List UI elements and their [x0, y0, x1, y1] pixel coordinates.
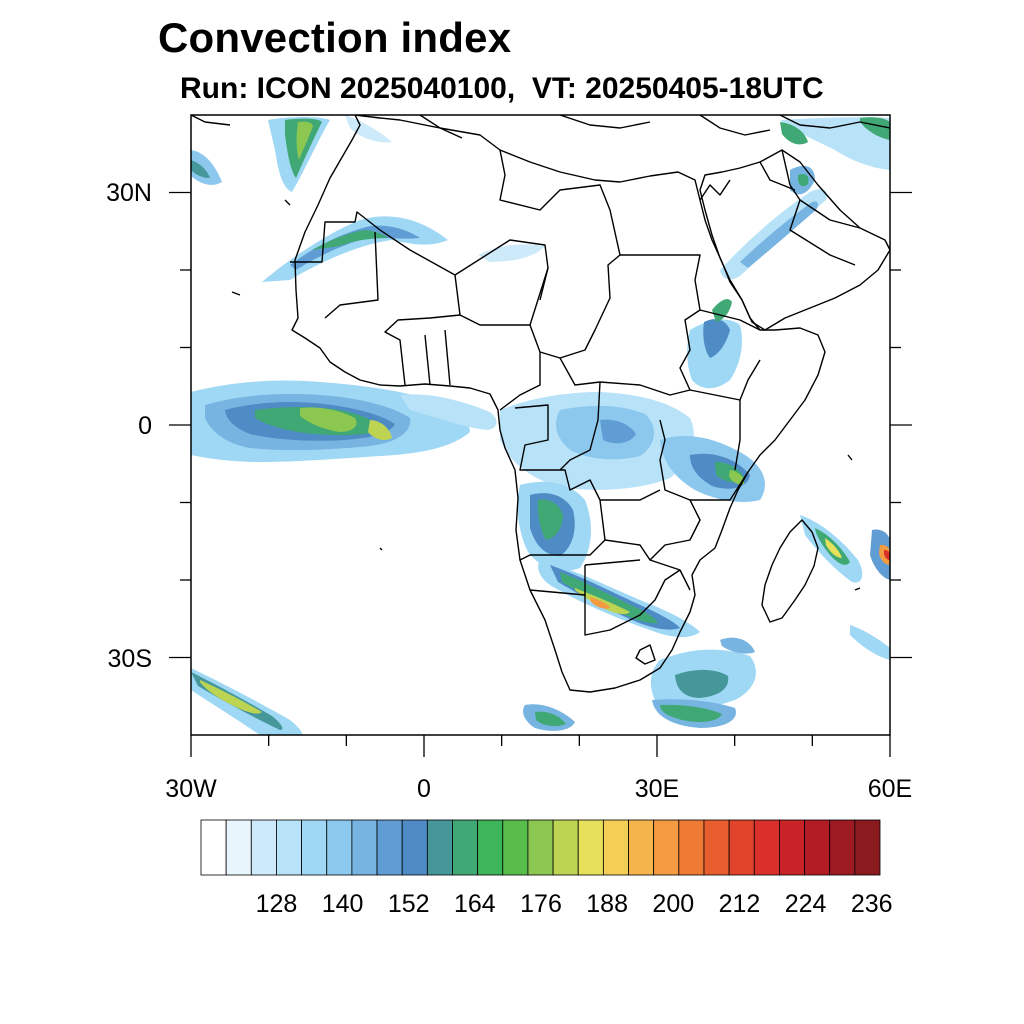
field-blob	[191, 150, 222, 185]
x-tick-label: 30W	[165, 775, 217, 803]
field-blob	[345, 115, 392, 143]
colorbar-box	[804, 819, 831, 876]
colorbar-box	[678, 819, 705, 876]
colorbar-label: 224	[785, 890, 827, 918]
y-tick-label: 30S	[108, 645, 152, 673]
country-border	[499, 149, 621, 359]
axis-ticks	[169, 191, 912, 757]
colorbar-label: 140	[322, 890, 364, 918]
country-border	[514, 404, 606, 561]
country-border	[559, 357, 691, 471]
colorbar-box	[326, 819, 353, 876]
colorbar-label: 188	[586, 890, 628, 918]
colorbar-box	[628, 819, 655, 876]
colorbar-labels: 128 140 152 164 176 188 200 212 224 236	[256, 890, 893, 918]
colorbar-box	[225, 819, 252, 876]
chart-subtitle: Run: ICON 2025040100, VT: 20250405-18UTC	[180, 72, 824, 105]
field-blob	[780, 117, 890, 170]
field-blob	[300, 407, 357, 432]
chart-title: Convection index	[158, 14, 512, 61]
field-blob	[200, 680, 262, 714]
colorbar-box	[829, 819, 856, 876]
x-tick-label: 30E	[635, 775, 679, 803]
field-blob	[478, 244, 545, 262]
country-border	[604, 419, 749, 561]
colorbar-box	[401, 819, 428, 876]
africa-coastline	[291, 115, 826, 693]
colorbar-box	[703, 819, 730, 876]
x-tick-label: 60E	[868, 775, 912, 803]
country-border	[290, 211, 549, 301]
field-blob	[312, 230, 388, 250]
colorbar-box	[477, 819, 504, 876]
field-blob	[537, 499, 563, 540]
field-blob	[825, 538, 842, 558]
field-blob	[368, 420, 392, 440]
colorbar-box	[250, 819, 277, 876]
country-border	[620, 254, 761, 401]
field-blob	[590, 597, 610, 609]
field-blob	[850, 625, 890, 660]
y-tick-label: 30N	[106, 179, 152, 207]
colorbar-box	[527, 819, 554, 876]
field-blob	[780, 122, 808, 145]
colorbar-box	[426, 819, 453, 876]
field-blob	[575, 588, 630, 615]
colorbar-label: 152	[388, 890, 430, 918]
colorbar-box	[602, 819, 629, 876]
colorbar-label: 236	[851, 890, 893, 918]
field-blob	[290, 225, 420, 270]
field-blob	[675, 669, 729, 698]
colorbar	[200, 819, 881, 876]
country-border	[529, 589, 656, 665]
country-border	[424, 314, 541, 411]
colorbar-box	[728, 819, 755, 876]
field-blob	[400, 394, 497, 430]
field-blob	[884, 550, 890, 560]
colorbar-box	[753, 819, 780, 876]
y-tick-label: 0	[138, 412, 152, 440]
islands	[231, 199, 861, 591]
colorbar-box	[200, 819, 227, 876]
colorbar-label: 200	[652, 890, 694, 918]
colorbar-box	[577, 819, 604, 876]
field-blob	[296, 121, 313, 160]
field-blob	[191, 160, 210, 178]
field-blob	[798, 174, 809, 187]
field-blob	[535, 711, 566, 727]
field-blob	[712, 299, 732, 322]
colorbar-box	[854, 819, 881, 876]
colorbar-box	[779, 819, 805, 876]
colorbar-box	[276, 819, 302, 876]
colorbar-box	[502, 819, 529, 876]
colorbar-box	[653, 819, 680, 876]
colorbar-box	[376, 819, 403, 876]
colorbar-box	[351, 819, 378, 876]
field-blob	[720, 637, 755, 654]
colorbar-label: 164	[454, 890, 496, 918]
convection-field	[191, 115, 890, 735]
madagascar-coastline	[761, 519, 819, 623]
field-blob	[660, 704, 722, 722]
x-tick-label: 0	[417, 775, 431, 803]
field-blob	[600, 419, 636, 444]
field-blob	[740, 201, 819, 268]
country-border	[584, 489, 691, 636]
country-border	[699, 179, 761, 471]
north-coastline	[191, 115, 890, 139]
colorbar-label: 212	[719, 890, 761, 918]
country-border	[759, 149, 861, 266]
colorbar-box	[552, 819, 579, 876]
colorbar-box	[301, 819, 328, 876]
colorbar-label: 128	[256, 890, 298, 918]
colorbar-label: 176	[520, 890, 562, 918]
colorbar-box	[452, 819, 479, 876]
coastlines-and-borders	[191, 115, 890, 693]
field-blob	[729, 470, 745, 485]
field-blob	[703, 319, 730, 358]
